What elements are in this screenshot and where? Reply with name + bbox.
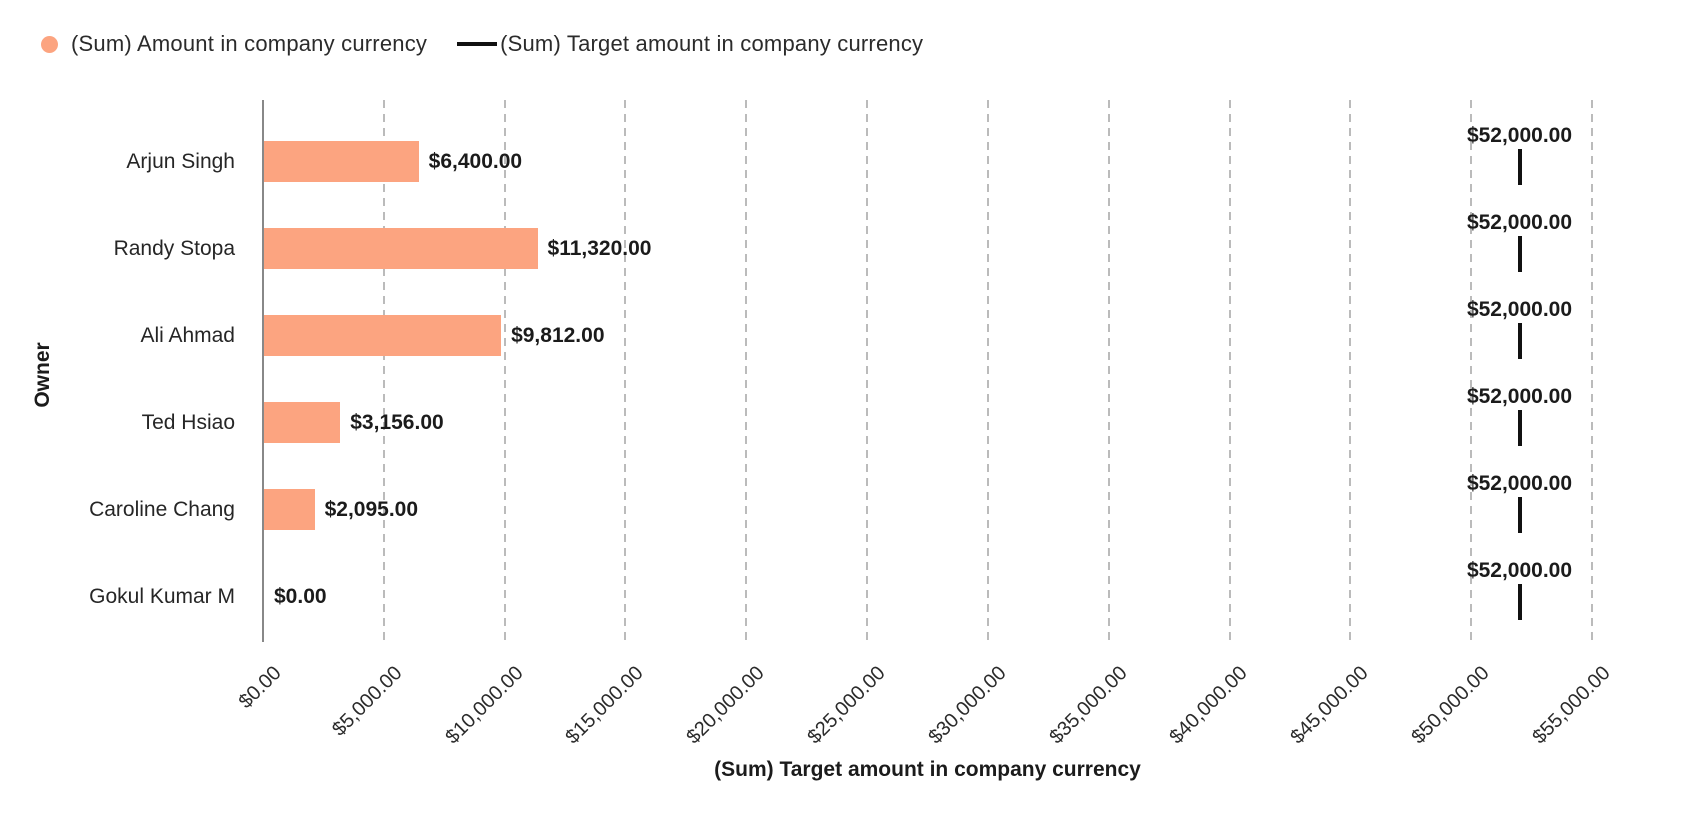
amount-value-label: $0.00 [274,584,327,608]
legend-item-target[interactable]: (Sum) Target amount in company currency [457,31,923,57]
gridline [382,100,385,642]
amount-bar[interactable] [264,228,538,269]
legend: (Sum) Amount in company currency (Sum) T… [41,31,923,57]
gridline [503,100,506,642]
target-value-label: $52,000.00 [1466,471,1573,495]
amount-value-label: $3,156.00 [350,410,444,434]
gridline [1349,100,1352,642]
target-value-label: $52,000.00 [1466,123,1573,147]
x-axis-tick-label: $30,000.00 [924,662,1011,749]
target-value-label: $52,000.00 [1466,384,1573,408]
amount-bar[interactable] [264,402,341,443]
x-axis-tick-label: $40,000.00 [1165,662,1253,749]
gridline [1470,100,1473,642]
gridline [624,100,627,642]
target-marker[interactable] [1517,148,1522,185]
target-series-line-icon [457,42,498,46]
target-marker[interactable] [1517,235,1522,272]
x-axis-tick-label: $0.00 [234,662,286,713]
x-axis-title: (Sum) Target amount in company currency [714,758,1141,781]
gridline [866,100,869,642]
gridline [1228,100,1231,642]
x-axis-tick-label: $15,000.00 [561,662,649,749]
amount-series-dot-icon [41,35,58,53]
amount-bar[interactable] [264,141,419,182]
y-axis-title: Owner [31,342,54,408]
amount-bar[interactable] [264,489,315,530]
category-label: Gokul Kumar M [89,584,235,608]
x-axis-tick-label: $20,000.00 [682,662,769,749]
x-axis-tick-label: $5,000.00 [327,662,407,741]
x-axis-tick-label: $55,000.00 [1528,662,1615,749]
x-axis-tick-label: $35,000.00 [1044,662,1132,749]
gridline [986,100,989,642]
y-axis-line [262,100,264,642]
target-marker[interactable] [1517,409,1522,446]
gridline [745,100,748,642]
legend-target-label: (Sum) Target amount in company currency [500,31,924,56]
category-label: Ali Ahmad [140,323,235,347]
x-axis-tick-label: $25,000.00 [803,662,890,749]
target-marker[interactable] [1517,583,1522,620]
gridline [1107,100,1110,642]
amount-value-label: $6,400.00 [428,149,523,173]
category-label: Caroline Chang [89,497,235,521]
gridline [1591,100,1593,642]
amount-value-label: $9,812.00 [511,323,605,347]
x-axis-tick-label: $45,000.00 [1286,662,1373,749]
amount-bar[interactable] [264,315,502,356]
target-marker[interactable] [1517,496,1522,533]
category-label: Randy Stopa [113,236,235,260]
x-axis-tick-label: $10,000.00 [440,662,528,749]
target-value-label: $52,000.00 [1466,210,1573,234]
amount-value-label: $11,320.00 [547,236,652,260]
x-axis-tick-label: $50,000.00 [1407,662,1494,749]
legend-item-amount[interactable]: (Sum) Amount in company currency [41,31,427,57]
category-label: Ted Hsiao [141,410,235,434]
target-value-label: $52,000.00 [1466,558,1573,582]
target-marker[interactable] [1517,322,1522,359]
category-label: Arjun Singh [126,149,235,173]
amount-value-label: $2,095.00 [324,497,419,521]
target-value-label: $52,000.00 [1466,297,1573,321]
legend-amount-label: (Sum) Amount in company currency [71,31,428,56]
